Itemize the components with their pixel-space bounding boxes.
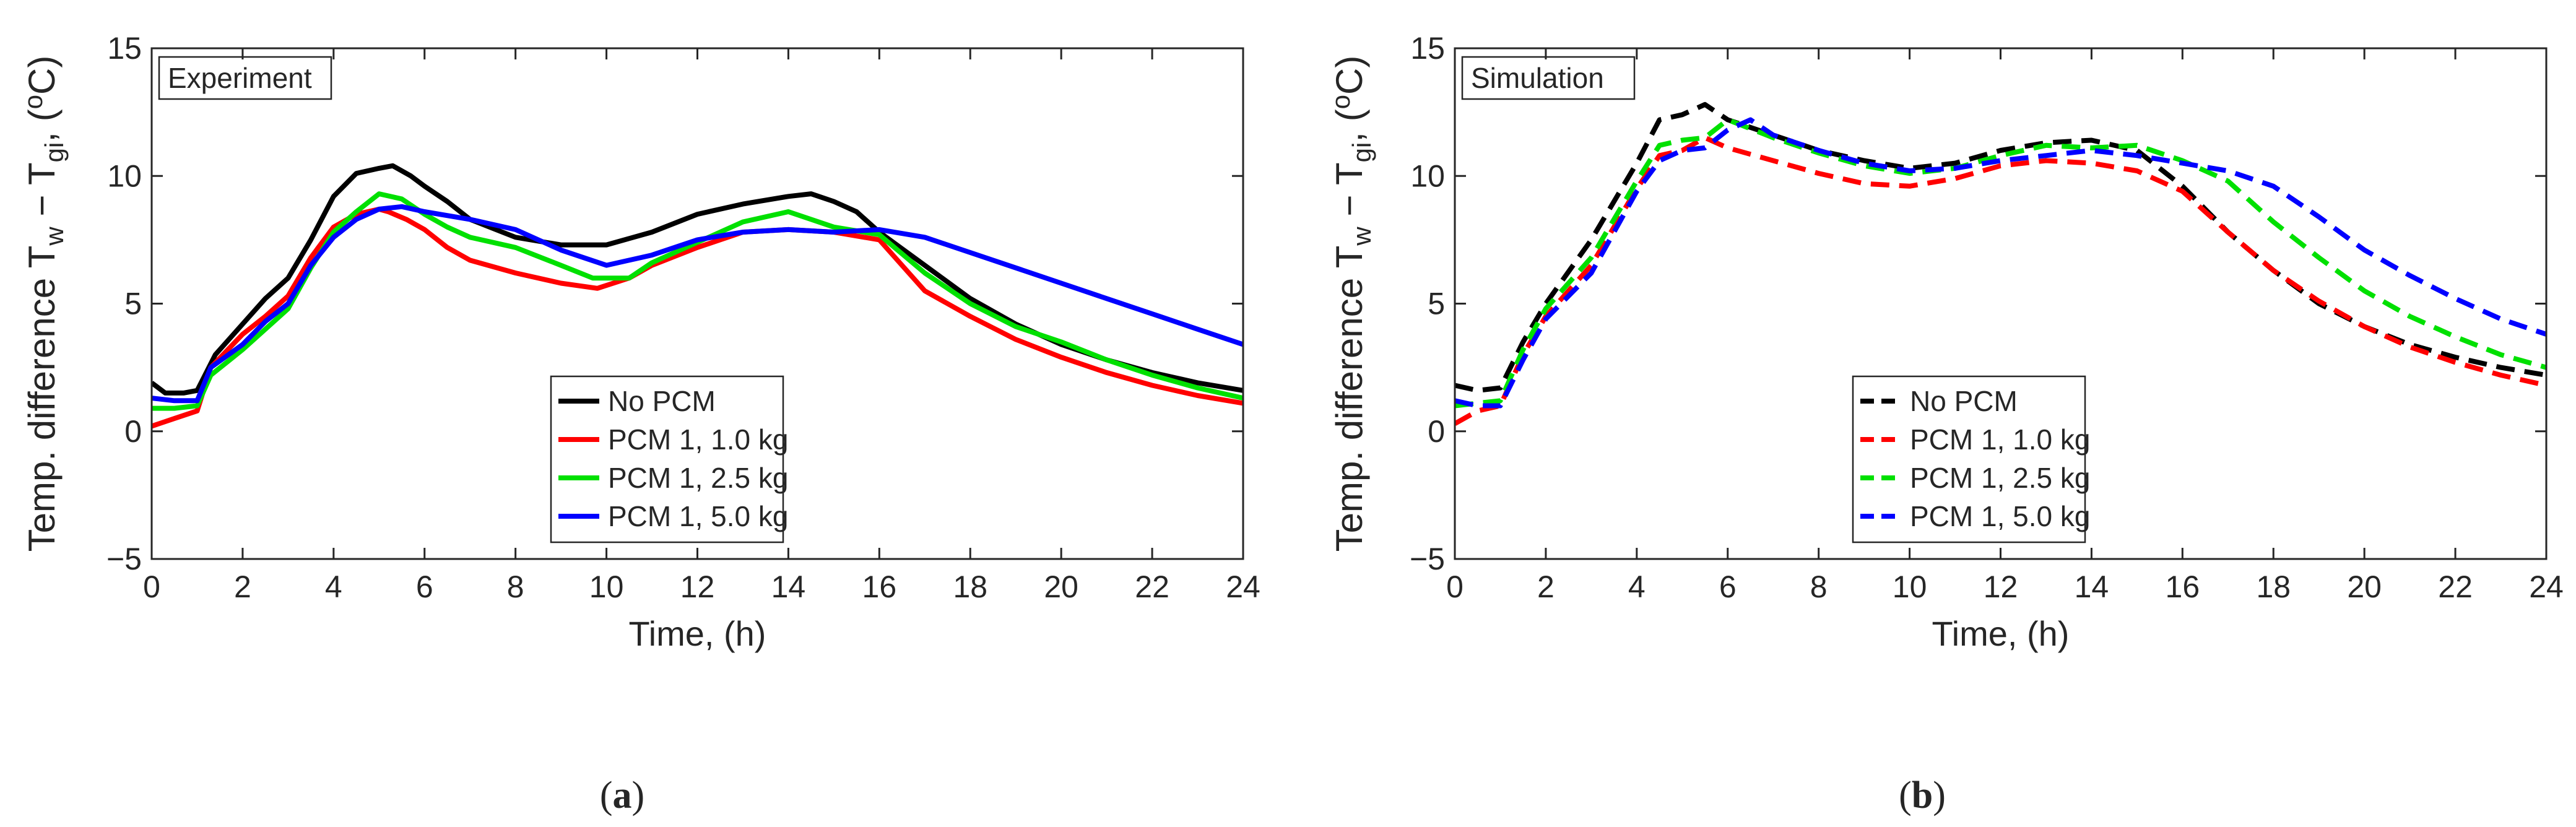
- chart-1-series-line-3: [1455, 117, 2546, 409]
- chart-0-y-axis-label-part-2: − T: [21, 162, 63, 227]
- chart-0-box-label-frame: [158, 56, 332, 100]
- chart-0-y-axis-label-part-1: w: [40, 227, 69, 246]
- panel-label-b: (b): [1899, 774, 1946, 816]
- chart-1-x-tick-label-9: 18: [2256, 569, 2291, 604]
- chart-1-series-group: [1455, 102, 2546, 426]
- chart-1-box-label-text: Simulation: [1471, 62, 1604, 94]
- chart-0-x-axis-label: Time, (h): [629, 614, 766, 653]
- chart-1-y-axis-label-part-1: w: [1347, 227, 1376, 246]
- chart-0-y-tick-label-4: 15: [107, 31, 142, 66]
- chart-0-x-tick-label-7: 14: [771, 569, 806, 604]
- chart-1-y-tick-label-3: 10: [1410, 158, 1445, 193]
- chart-0-y-axis-label-part-0: Temp. difference T: [21, 246, 63, 552]
- chart-1-y-tick-label-1: 0: [1428, 414, 1445, 449]
- chart-0-x-tick-label-1: 2: [234, 569, 251, 604]
- chart-0-x-tick-label-5: 10: [589, 569, 624, 604]
- chart-0-x-tick-label-2: 4: [325, 569, 342, 604]
- chart-1-y-tick-label-2: 5: [1428, 287, 1445, 321]
- chart-1-x-tick-label-11: 22: [2438, 569, 2473, 604]
- chart-0-x-tick-label-3: 6: [416, 569, 433, 604]
- chart-1-y-tick-label-0: −5: [1410, 542, 1445, 576]
- chart-1-x-tick-label-2: 4: [1628, 569, 1646, 604]
- chart-1-x-tick-label-7: 14: [2075, 569, 2109, 604]
- chart-0-legend-label-3: PCM 1, 5.0 kg: [608, 500, 788, 532]
- chart-1-x-tick-label-1: 2: [1537, 569, 1555, 604]
- chart-0-x-tick-label-9: 18: [953, 569, 987, 604]
- chart-0-legend-label-1: PCM 1, 1.0 kg: [608, 423, 788, 456]
- chart-0-y-tick-label-3: 10: [107, 158, 142, 193]
- chart-1-y-tick-label-4: 15: [1410, 31, 1445, 66]
- chart-1-y-axis-label-part-2: − T: [1329, 162, 1370, 227]
- chart-1-series-line-1: [1455, 135, 2546, 426]
- chart-1-y-axis-label: Temp. difference Tw − Tgi, (oC): [1326, 56, 1376, 552]
- chart-1-y-axis-label-part-5: o: [1326, 95, 1355, 109]
- chart-1-x-axis-label: Time, (h): [1932, 614, 2070, 653]
- chart-1-x-tick-label-12: 24: [2529, 569, 2564, 604]
- chart-0-legend-label-2: PCM 1, 2.5 kg: [608, 462, 788, 494]
- chart-0-series-group: [152, 163, 1243, 429]
- chart-0-legend-label-0: No PCM: [608, 385, 716, 417]
- chart-0-y-axis-label: Temp. difference Tw − Tgi, (oC): [19, 56, 69, 552]
- chart-1-x-tick-label-8: 16: [2166, 569, 2200, 604]
- chart-1-box-label-frame: [1461, 56, 1636, 100]
- chart-1-x-tick-label-3: 6: [1719, 569, 1737, 604]
- chart-0-x-tick-label-8: 16: [862, 569, 897, 604]
- chart-1-y-axis-label-part-6: C): [1329, 56, 1370, 95]
- chart-0-series-line-3: [152, 204, 1243, 404]
- chart-1-x-tick-label-10: 20: [2347, 569, 2382, 604]
- chart-0-series-line-1: [152, 206, 1243, 429]
- chart-1-x-tick-label-0: 0: [1446, 569, 1464, 604]
- chart-0-x-tick-label-11: 22: [1135, 569, 1169, 604]
- chart-1-y-axis-label-part-0: Temp. difference T: [1329, 246, 1370, 552]
- chart-1-x-tick-label-5: 10: [1893, 569, 1927, 604]
- chart-1-legend-label-3: PCM 1, 5.0 kg: [1910, 500, 2090, 532]
- chart-0-y-axis-label-part-6: C): [21, 56, 63, 95]
- chart-0-y-axis-label-part-5: o: [19, 95, 48, 109]
- chart-0-series-line-2: [152, 191, 1243, 411]
- chart-0-y-tick-label-1: 0: [124, 414, 142, 449]
- chart-1-x-tick-label-6: 12: [1984, 569, 2018, 604]
- chart-1-x-tick-label-4: 8: [1810, 569, 1828, 604]
- panel-label-a: (a): [600, 774, 644, 816]
- chart-0-y-axis-label-part-3: gi: [40, 142, 69, 163]
- chart-0-x-tick-label-4: 8: [507, 569, 524, 604]
- chart-0-x-tick-label-6: 12: [680, 569, 715, 604]
- chart-1-legend-label-2: PCM 1, 2.5 kg: [1910, 462, 2090, 494]
- chart-1-legend-label-1: PCM 1, 1.0 kg: [1910, 423, 2090, 456]
- chart-1-y-axis-label-part-4: , (: [1329, 109, 1370, 142]
- chart-0-x-tick-label-10: 20: [1044, 569, 1078, 604]
- chart-0-x-tick-label-12: 24: [1226, 569, 1260, 604]
- chart-0-x-tick-label-0: 0: [143, 569, 160, 604]
- chart-0-y-tick-label-0: −5: [106, 542, 142, 576]
- chart-1-series-line-2: [1455, 117, 2546, 409]
- chart-1-legend-label-0: No PCM: [1910, 385, 2018, 417]
- chart-0-y-axis-label-part-4: , (: [21, 109, 63, 142]
- chart-0-box-label-text: Experiment: [168, 62, 312, 94]
- chart-0-y-tick-label-2: 5: [124, 287, 142, 321]
- chart-1-y-axis-label-part-3: gi: [1347, 142, 1376, 163]
